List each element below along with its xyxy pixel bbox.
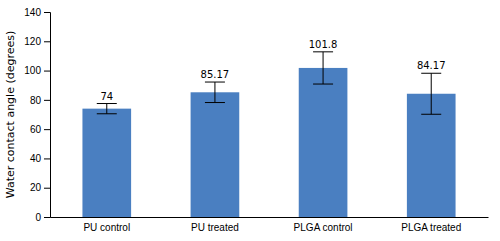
- error-cap: [205, 82, 225, 83]
- y-axis: 0 20 40 60 80 100 120 140: [24, 7, 50, 223]
- y-tick-label: 20: [30, 182, 42, 193]
- y-tick-label: 140: [24, 7, 41, 18]
- error-bar: [421, 73, 441, 114]
- x-tick-label: PU treated: [191, 222, 239, 233]
- x-tick: PLGA control: [294, 217, 353, 233]
- y-tick: 40: [30, 153, 50, 164]
- y-tick: 140: [24, 7, 50, 18]
- error-cap: [205, 102, 225, 103]
- error-line: [431, 73, 432, 114]
- y-tick-mark: [44, 71, 50, 72]
- y-tick: 80: [30, 95, 50, 106]
- y-tick-mark: [44, 41, 50, 42]
- y-tick-label: 120: [24, 36, 41, 47]
- error-cap: [97, 113, 117, 114]
- x-tick-label: PLGA control: [294, 222, 353, 233]
- data-label: 74: [100, 91, 113, 102]
- y-tick: 60: [30, 124, 50, 135]
- error-line: [214, 82, 215, 103]
- y-tick: 0: [35, 212, 50, 223]
- x-tick: PU treated: [191, 217, 239, 233]
- chart-svg: 0 20 40 60 80 100 120 140 PU control PU treated PL…: [0, 0, 500, 241]
- y-tick-label: 40: [30, 153, 42, 164]
- error-line: [323, 52, 324, 84]
- y-tick-label: 0: [35, 212, 41, 223]
- error-cap: [97, 103, 117, 104]
- y-tick-mark: [44, 129, 50, 130]
- y-tick-mark: [44, 217, 50, 218]
- y-tick-label: 100: [24, 65, 41, 76]
- data-label: 85.17: [201, 69, 230, 80]
- error-cap: [313, 51, 333, 52]
- data-label: 84.17: [417, 60, 446, 71]
- chart-container: 0 20 40 60 80 100 120 140 PU control PU treated PL…: [0, 0, 500, 241]
- x-tick-label: PU control: [83, 222, 130, 233]
- y-tick-label: 60: [30, 124, 42, 135]
- data-labels: 74 85.17 101.8 84.17: [100, 39, 445, 102]
- error-bar: [97, 104, 117, 114]
- error-cap: [421, 114, 441, 115]
- bar: [191, 92, 240, 217]
- y-tick: 100: [24, 65, 50, 76]
- x-axis: PU control PU treated PLGA control PLGA tre…: [51, 217, 489, 233]
- x-tick: PLGA treated: [401, 217, 461, 233]
- marks: [82, 52, 455, 217]
- x-axis-line: [51, 217, 489, 218]
- y-tick-mark: [44, 100, 50, 101]
- data-label: 101.8: [309, 39, 338, 50]
- x-tick-label: PLGA treated: [401, 222, 461, 233]
- y-tick: 120: [24, 36, 50, 47]
- y-tick-label: 80: [30, 95, 42, 106]
- error-bar: [313, 52, 333, 84]
- error-line: [106, 104, 107, 114]
- x-tick: PU control: [83, 217, 130, 233]
- y-tick-mark: [44, 188, 50, 189]
- y-axis-title: Water contact angle (degrees): [4, 31, 17, 199]
- bar: [299, 68, 348, 217]
- bar: [82, 109, 131, 217]
- y-tick-mark: [44, 158, 50, 159]
- error-bar: [205, 82, 225, 103]
- y-tick: 20: [30, 182, 50, 193]
- y-tick-mark: [44, 12, 50, 13]
- error-cap: [421, 73, 441, 74]
- error-cap: [313, 84, 333, 85]
- plot-area: 0 20 40 60 80 100 120 140 PU control PU treated PL…: [24, 7, 488, 233]
- y-axis-line: [44, 13, 51, 218]
